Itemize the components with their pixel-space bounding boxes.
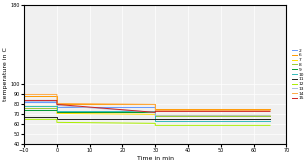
7 — [154, 114, 157, 116]
11 — [154, 118, 157, 120]
Y-axis label: temperature in C: temperature in C — [3, 48, 8, 102]
15 — [22, 99, 26, 101]
15 — [55, 99, 59, 101]
7 — [22, 105, 26, 107]
9 — [55, 111, 59, 113]
Line: 12: 12 — [24, 119, 270, 125]
8 — [55, 107, 59, 109]
14 — [268, 109, 272, 111]
2 — [154, 106, 157, 108]
12 — [55, 121, 59, 123]
15 — [55, 103, 59, 105]
14 — [55, 102, 59, 104]
11 — [268, 118, 272, 120]
6 — [55, 95, 59, 97]
12 — [268, 124, 272, 126]
15 — [268, 110, 272, 112]
10 — [22, 105, 26, 107]
Line: 11: 11 — [24, 117, 270, 119]
9 — [154, 118, 157, 120]
8 — [268, 115, 272, 117]
Legend: 2, 6, 7, 8, 9, 10, 11, 12, 13, 14, 15: 2, 6, 7, 8, 9, 10, 11, 12, 13, 14, 15 — [291, 48, 305, 101]
9 — [22, 109, 26, 111]
2 — [55, 102, 59, 103]
Line: 2: 2 — [24, 102, 270, 116]
8 — [154, 111, 157, 113]
13 — [55, 100, 59, 102]
12 — [154, 124, 157, 126]
8 — [154, 115, 157, 117]
Line: 13: 13 — [24, 101, 270, 115]
8 — [55, 111, 59, 113]
2 — [55, 106, 59, 108]
9 — [268, 118, 272, 120]
12 — [55, 118, 59, 120]
14 — [55, 93, 59, 95]
7 — [154, 113, 157, 115]
2 — [22, 102, 26, 103]
Line: 14: 14 — [24, 94, 270, 110]
Line: 8: 8 — [24, 108, 270, 116]
12 — [154, 122, 157, 124]
Line: 6: 6 — [24, 96, 270, 109]
14 — [22, 93, 26, 95]
10 — [154, 110, 157, 112]
11 — [55, 116, 59, 118]
6 — [154, 108, 157, 110]
15 — [154, 111, 157, 113]
9 — [55, 109, 59, 111]
15 — [154, 110, 157, 112]
10 — [268, 120, 272, 122]
12 — [22, 118, 26, 120]
6 — [268, 108, 272, 110]
7 — [268, 114, 272, 116]
9 — [154, 111, 157, 113]
13 — [154, 114, 157, 116]
6 — [55, 103, 59, 105]
11 — [154, 118, 157, 120]
10 — [154, 120, 157, 122]
11 — [55, 118, 59, 120]
10 — [55, 105, 59, 107]
X-axis label: Time in min: Time in min — [137, 156, 174, 161]
8 — [22, 107, 26, 109]
Line: 9: 9 — [24, 110, 270, 119]
14 — [154, 103, 157, 105]
14 — [154, 109, 157, 111]
6 — [154, 103, 157, 105]
Line: 15: 15 — [24, 100, 270, 112]
13 — [268, 114, 272, 116]
13 — [22, 100, 26, 102]
6 — [22, 95, 26, 97]
Line: 10: 10 — [24, 106, 270, 121]
7 — [55, 105, 59, 107]
Line: 7: 7 — [24, 106, 270, 115]
7 — [55, 112, 59, 114]
11 — [22, 116, 26, 118]
10 — [55, 110, 59, 112]
2 — [154, 115, 157, 117]
13 — [154, 111, 157, 113]
13 — [55, 104, 59, 106]
2 — [268, 115, 272, 117]
